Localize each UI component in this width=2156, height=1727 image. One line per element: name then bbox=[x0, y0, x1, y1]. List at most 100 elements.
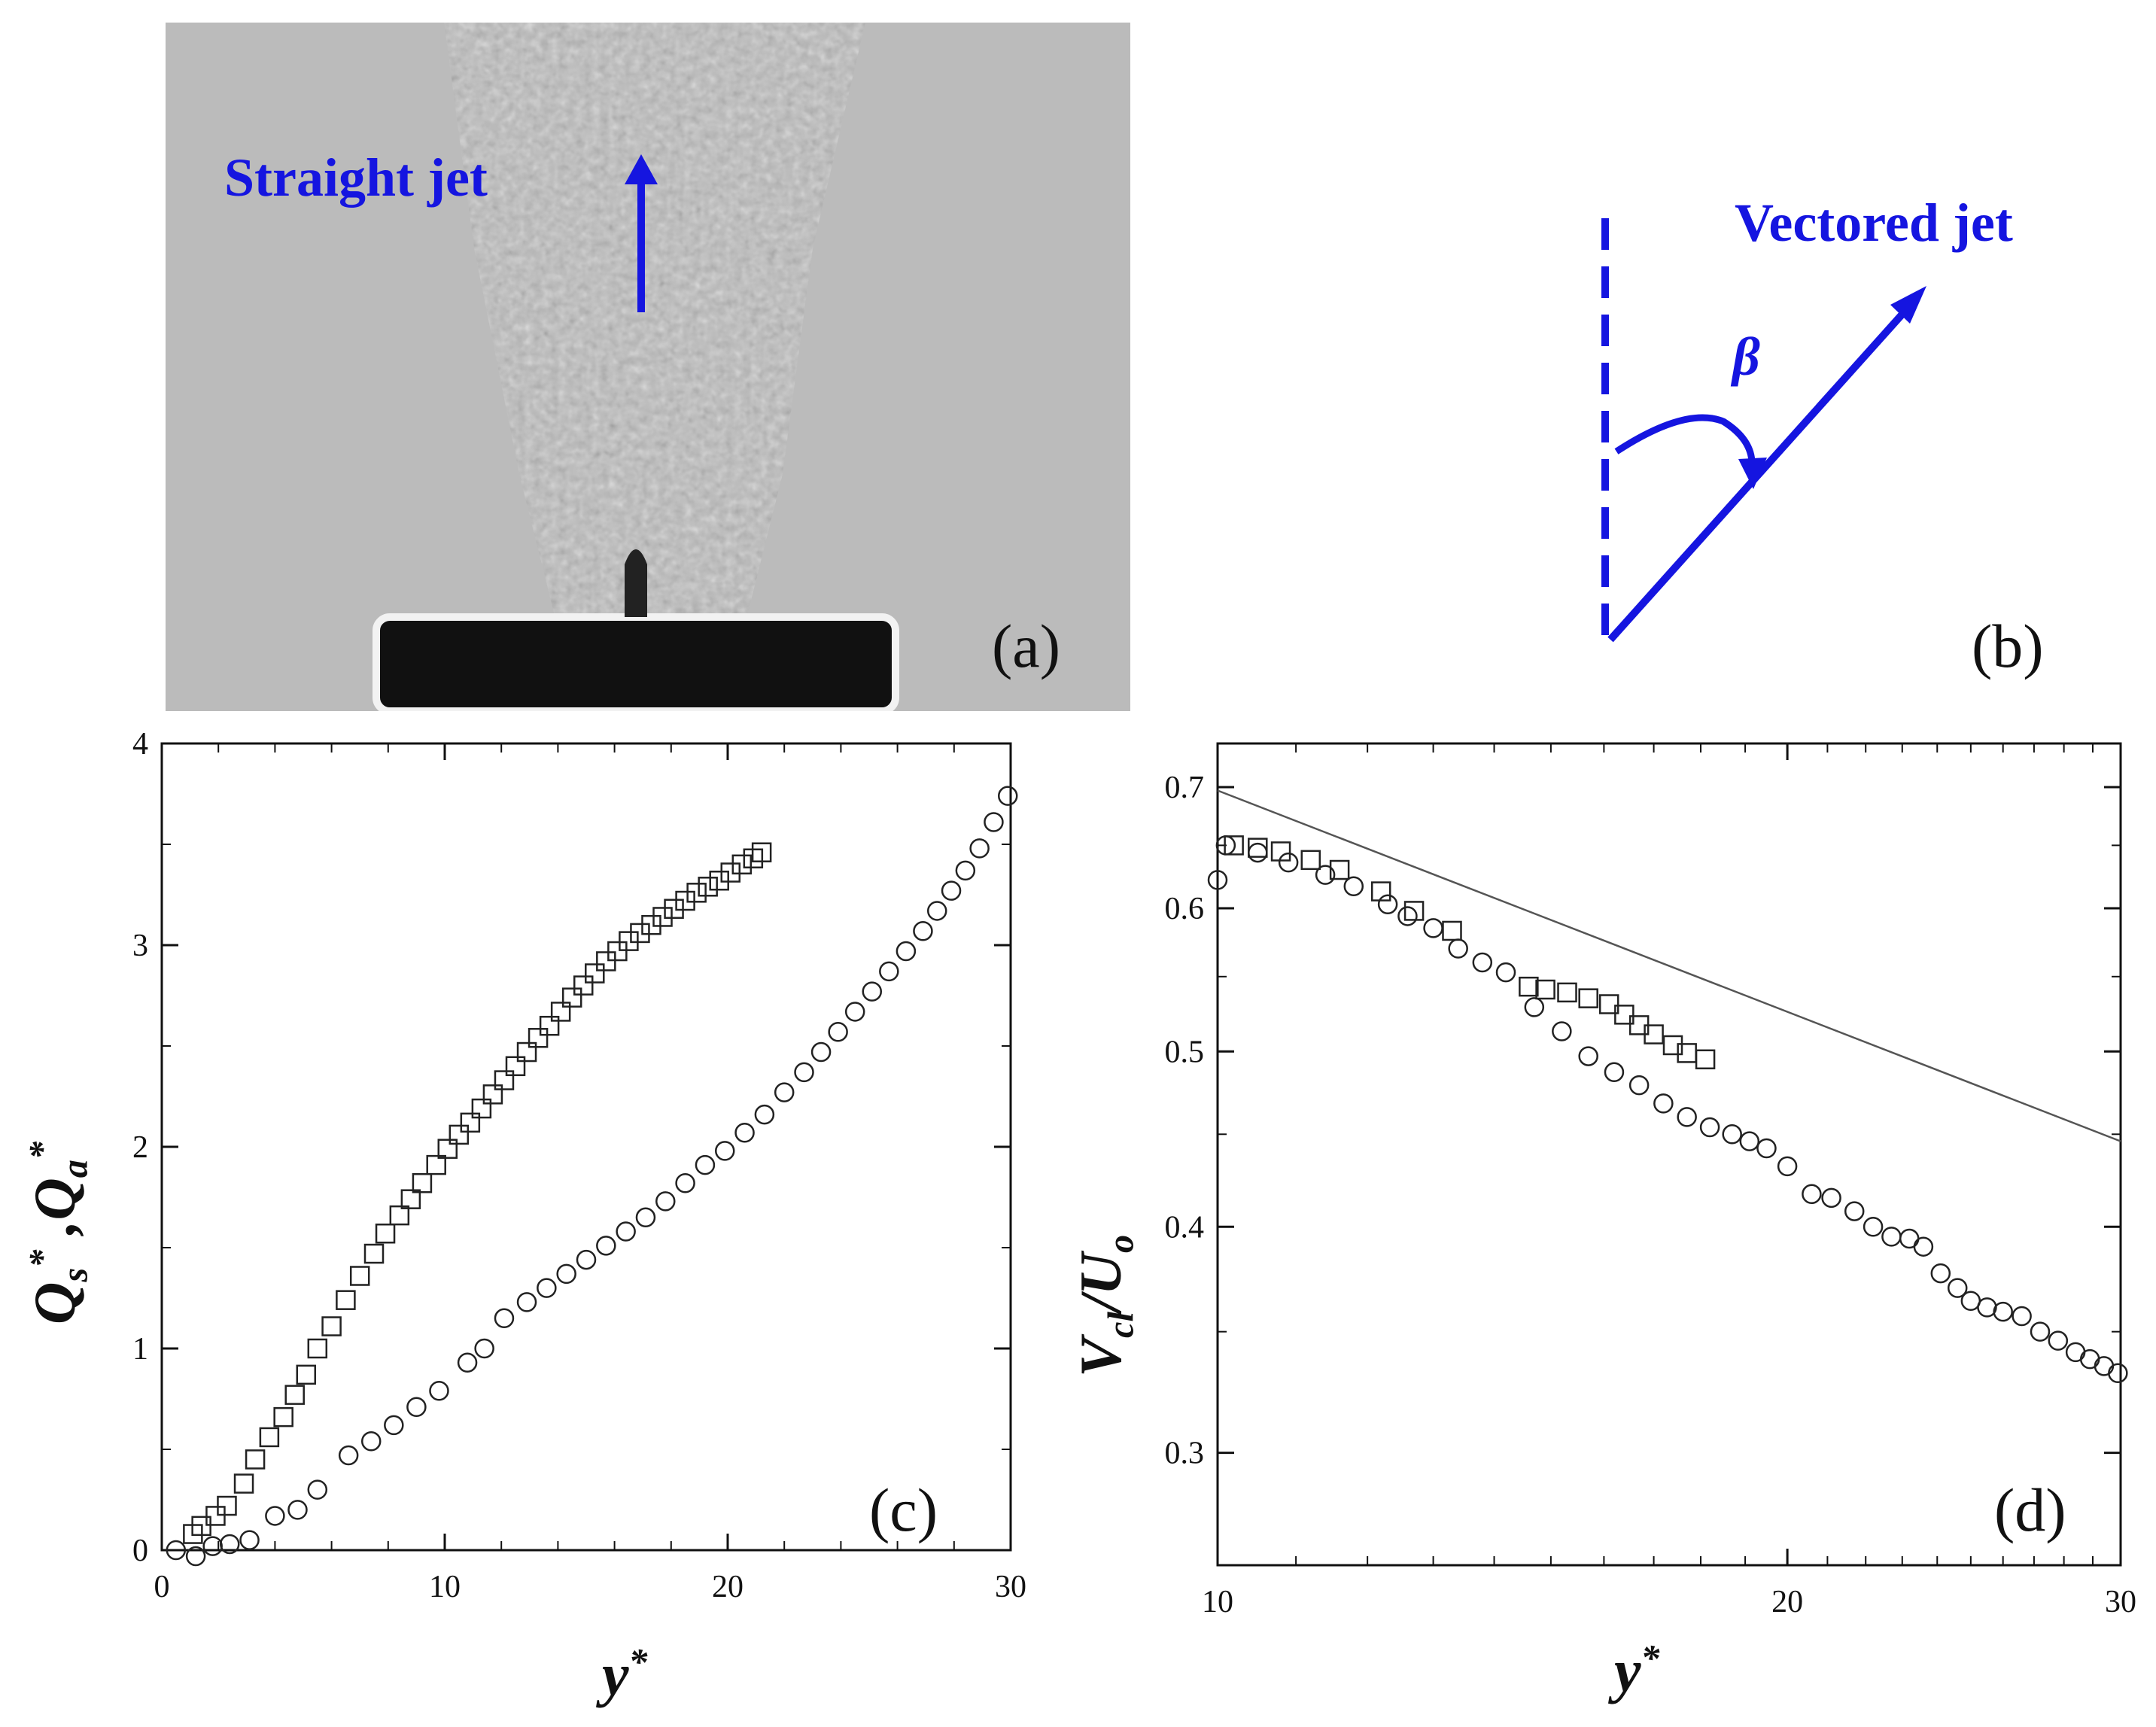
y-tick-label: 0.6 bbox=[1165, 892, 1205, 926]
square-marker bbox=[389, 1205, 410, 1226]
circle-marker bbox=[429, 1381, 449, 1401]
circle-marker bbox=[1844, 1201, 1865, 1221]
square-marker bbox=[652, 907, 673, 927]
circle-marker bbox=[1207, 870, 1228, 890]
square-marker bbox=[460, 1112, 481, 1133]
circle-marker bbox=[185, 1546, 206, 1567]
circle-marker bbox=[969, 838, 990, 859]
square-marker bbox=[449, 1124, 470, 1145]
square-marker bbox=[751, 842, 772, 862]
square-marker bbox=[528, 1028, 549, 1048]
circle-marker bbox=[307, 1479, 328, 1500]
circle-marker bbox=[457, 1352, 478, 1373]
square-marker bbox=[630, 923, 650, 944]
circle-marker bbox=[2030, 1321, 2051, 1342]
square-marker bbox=[1403, 901, 1425, 921]
circle-marker bbox=[384, 1415, 404, 1436]
schlieren-image-a bbox=[166, 23, 1130, 711]
circle-marker bbox=[265, 1506, 285, 1526]
y-tick-label: 1 bbox=[132, 1332, 148, 1367]
circle-marker bbox=[1278, 852, 1299, 873]
y-tick-label: 3 bbox=[132, 929, 148, 963]
circle-marker bbox=[1472, 952, 1493, 973]
square-marker bbox=[1598, 994, 1619, 1014]
circle-marker bbox=[1448, 938, 1468, 959]
circle-marker bbox=[1722, 1124, 1742, 1145]
straight-jet-annotation: Straight jet bbox=[224, 147, 488, 208]
circle-marker bbox=[879, 961, 899, 982]
circle-marker bbox=[1881, 1227, 1902, 1247]
x-tick-label: 10 bbox=[429, 1570, 461, 1604]
square-marker bbox=[731, 854, 753, 875]
photo-straight-jet bbox=[166, 23, 1130, 711]
circle-marker bbox=[1899, 1228, 1920, 1249]
plot-frame bbox=[1216, 742, 2122, 1567]
square-marker bbox=[321, 1316, 342, 1336]
square-marker bbox=[233, 1473, 254, 1494]
circle-marker bbox=[1248, 842, 1268, 863]
square-marker bbox=[1442, 920, 1462, 941]
x-tick-label: 20 bbox=[1771, 1585, 1803, 1619]
panel-label-a: (a) bbox=[992, 612, 1061, 680]
circle-marker bbox=[714, 1141, 735, 1161]
circle-marker bbox=[926, 901, 947, 921]
square-marker bbox=[596, 951, 616, 971]
square-marker bbox=[336, 1290, 356, 1310]
circle-marker bbox=[862, 981, 883, 1002]
circle-marker bbox=[2108, 1363, 2128, 1384]
square-marker bbox=[607, 941, 628, 962]
square-marker bbox=[1329, 859, 1350, 880]
beta-angle-label: β bbox=[1732, 327, 1760, 387]
circle-marker bbox=[2079, 1348, 2100, 1370]
square-marker bbox=[273, 1406, 293, 1428]
square-marker bbox=[284, 1385, 305, 1405]
square-marker bbox=[1519, 976, 1539, 997]
circle-marker bbox=[1578, 1046, 1598, 1066]
circle-marker bbox=[810, 1041, 832, 1063]
circle-marker bbox=[474, 1338, 494, 1359]
square-marker bbox=[191, 1516, 211, 1537]
circle-marker bbox=[1930, 1263, 1951, 1284]
circle-marker bbox=[406, 1397, 427, 1417]
circle-marker bbox=[2048, 1330, 2069, 1351]
circle-marker bbox=[1552, 1021, 1572, 1041]
circle-marker bbox=[1315, 865, 1336, 885]
square-marker bbox=[1535, 979, 1555, 1000]
square-marker bbox=[426, 1154, 446, 1175]
circle-marker bbox=[1739, 1131, 1760, 1151]
circle-marker bbox=[2065, 1342, 2086, 1363]
square-marker bbox=[307, 1338, 328, 1359]
x-tick-label: 20 bbox=[712, 1570, 744, 1604]
circle-marker bbox=[1863, 1217, 1884, 1237]
circle-marker bbox=[941, 880, 962, 901]
circle-marker bbox=[984, 812, 1004, 832]
square-marker bbox=[1557, 982, 1577, 1003]
square-marker bbox=[1370, 881, 1391, 902]
x-tick-label: 30 bbox=[2105, 1585, 2136, 1619]
chart-c-xlabel: y* bbox=[602, 1641, 648, 1709]
square-marker bbox=[471, 1098, 492, 1119]
circle-marker bbox=[239, 1530, 260, 1550]
circle-marker bbox=[695, 1154, 716, 1175]
square-marker bbox=[1614, 1005, 1634, 1025]
circle-marker bbox=[2012, 1306, 2032, 1327]
circle-marker bbox=[1343, 876, 1364, 897]
y-tick-label: 0.5 bbox=[1165, 1035, 1205, 1069]
circle-marker bbox=[1495, 962, 1516, 983]
circle-marker bbox=[287, 1500, 308, 1520]
circle-marker bbox=[913, 920, 933, 941]
circle-marker bbox=[754, 1104, 775, 1125]
square-marker bbox=[585, 963, 605, 984]
circle-marker bbox=[1423, 918, 1443, 938]
circle-marker bbox=[955, 860, 976, 881]
y-tick-label: 0.3 bbox=[1165, 1437, 1205, 1471]
square-marker bbox=[482, 1084, 503, 1105]
circle-marker bbox=[338, 1445, 359, 1466]
circle-marker bbox=[1397, 906, 1418, 926]
square-marker bbox=[698, 877, 718, 897]
circle-marker bbox=[734, 1122, 755, 1143]
square-marker bbox=[516, 1041, 537, 1063]
square-marker bbox=[259, 1427, 280, 1448]
square-marker bbox=[675, 890, 695, 911]
